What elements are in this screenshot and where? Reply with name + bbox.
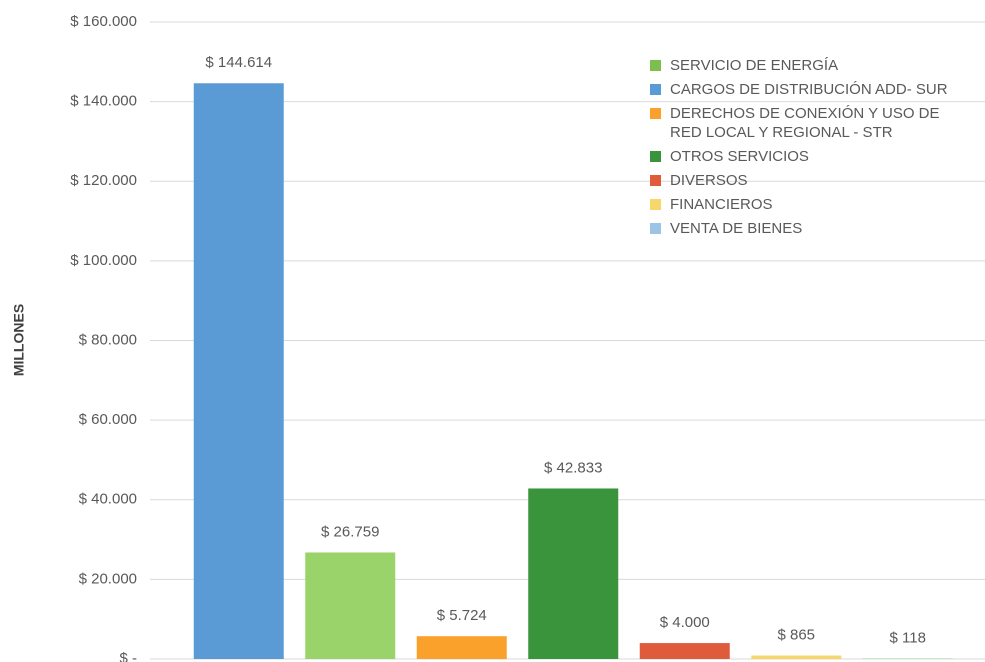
y-tick-label: $ 120.000 — [70, 172, 137, 189]
legend-label: SERVICIO DE ENERGÍA — [670, 57, 839, 74]
legend-label: CARGOS DE DISTRIBUCIÓN ADD- SUR — [670, 81, 948, 98]
y-tick-label: $ 160.000 — [70, 13, 137, 30]
bar — [193, 83, 284, 660]
legend-label: DIVERSOS — [670, 172, 748, 189]
data-label: $ 42.833 — [544, 459, 602, 476]
legend-label: OTROS SERVICIOS — [670, 148, 809, 165]
data-label: $ 5.724 — [437, 607, 487, 624]
legend-item: DERECHOS DE CONEXIÓN Y USO DE RED LOCAL … — [650, 104, 955, 142]
bar — [305, 552, 396, 659]
legend-label: VENTA DE BIENES — [670, 220, 803, 237]
y-axis-label: MILLONES — [11, 304, 27, 376]
y-tick-label: $ 60.000 — [79, 411, 137, 428]
legend-swatch — [650, 84, 661, 95]
y-tick-label: $ 100.000 — [70, 252, 137, 269]
legend-item: DIVERSOS — [650, 171, 970, 190]
y-tick-label: $ 20.000 — [79, 570, 137, 587]
legend-item: SERVICIO DE ENERGÍA — [650, 56, 970, 75]
data-label: $ 4.000 — [660, 614, 710, 631]
legend-label: DERECHOS DE CONEXIÓN Y USO DE RED LOCAL … — [670, 105, 940, 141]
y-tick-label: $ 80.000 — [79, 331, 137, 348]
y-tick-label: $ 40.000 — [79, 491, 137, 508]
data-label: $ 26.759 — [321, 523, 379, 540]
legend-swatch — [650, 175, 661, 186]
bar — [416, 636, 507, 659]
legend-item: OTROS SERVICIOS — [650, 147, 970, 166]
legend-item: CARGOS DE DISTRIBUCIÓN ADD- SUR — [650, 80, 970, 99]
y-tick-label: $ 140.000 — [70, 93, 137, 110]
legend-swatch — [650, 108, 661, 119]
legend-swatch — [650, 60, 661, 71]
bar — [528, 488, 619, 659]
legend-label: FINANCIEROS — [670, 196, 773, 213]
y-tick-label: $ - — [119, 650, 137, 662]
legend: SERVICIO DE ENERGÍA CARGOS DE DISTRIBUCIÓ… — [650, 56, 970, 243]
legend-swatch — [650, 223, 661, 234]
bar — [639, 643, 730, 659]
legend-item: VENTA DE BIENES — [650, 219, 970, 238]
legend-item: FINANCIEROS — [650, 195, 970, 214]
data-label: $ 144.614 — [205, 54, 272, 71]
legend-swatch — [650, 151, 661, 162]
data-label: $ 118 — [890, 629, 926, 646]
legend-swatch — [650, 199, 661, 210]
data-label: $ 865 — [777, 627, 815, 644]
bar — [751, 655, 842, 659]
